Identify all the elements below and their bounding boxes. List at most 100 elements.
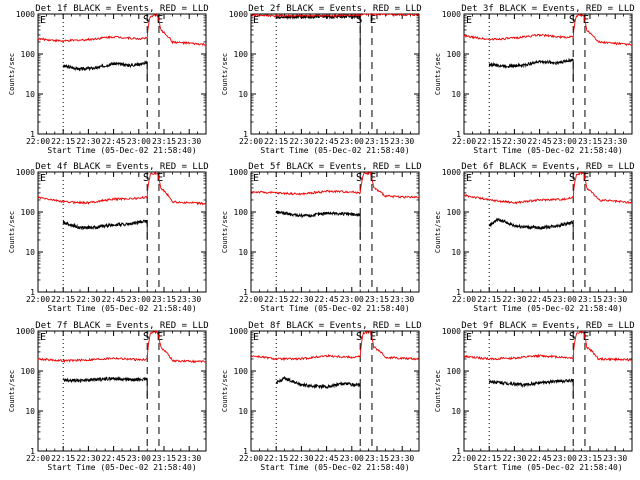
x-tick-label: 22:30 (502, 295, 526, 304)
x-tick-label: 22:00 (452, 454, 476, 463)
x-tick-label: 22:45 (102, 295, 126, 304)
x-tick-label: 22:00 (239, 295, 263, 304)
series-events-line (488, 57, 574, 82)
x-tick-label: 22:15 (51, 295, 75, 304)
panel-det-2: Det 2f BLACK = Events, RED = LLD 1 10 100 10… (221, 4, 422, 155)
x-tick-label: 23:30 (603, 295, 627, 304)
x-tick-label: 23:30 (390, 295, 414, 304)
x-tick-label: 22:00 (452, 137, 476, 146)
y-axis-label: Counts/sec (8, 53, 16, 95)
x-tick-label: 23:30 (177, 295, 201, 304)
x-tick-label: 23:15 (578, 295, 602, 304)
x-tick-label: 23:00 (340, 454, 364, 463)
x-tick-label: 23:30 (390, 454, 414, 463)
panel-title: Det 4f BLACK = Events, RED = LLD (35, 162, 208, 172)
y-tick-label: 1000 (442, 327, 461, 336)
x-axis-label: Start Time (05-Dec-02 21:58:40) (473, 304, 622, 313)
x-tick-label: 23:15 (365, 295, 389, 304)
x-tick-label: 22:45 (102, 137, 126, 146)
y-tick-label: 100 (21, 367, 36, 376)
series-events-line (275, 375, 361, 399)
x-tick-label: 23:15 (578, 137, 602, 146)
x-tick-label: 22:30 (76, 137, 100, 146)
y-tick-label: 1 (456, 130, 461, 139)
x-tick-label: 22:15 (477, 295, 501, 304)
series-lld-line (250, 330, 420, 362)
x-tick-label: 22:15 (51, 454, 75, 463)
x-tick-label: 22:30 (502, 137, 526, 146)
y-axis-label: Counts/sec (8, 370, 16, 412)
x-tick-label: 23:30 (177, 454, 201, 463)
panel-det-3: Det 3f BLACK = Events, RED = LLD 1 10 100 10… (434, 4, 635, 155)
panel-det-4: Det 4f BLACK = Events, RED = LLD 1 10 100 10… (8, 162, 209, 313)
series-events-line (488, 217, 574, 240)
x-tick-label: 22:45 (102, 454, 126, 463)
y-tick-label: 1 (30, 130, 35, 139)
x-tick-label: 22:15 (264, 137, 288, 146)
y-tick-label: 10 (25, 407, 35, 416)
x-tick-label: 22:00 (239, 454, 263, 463)
marker-label-s: S (569, 171, 576, 184)
y-tick-label: 10 (25, 248, 35, 257)
series-lld-line (37, 12, 207, 47)
series-events-line (275, 210, 361, 240)
y-tick-label: 1000 (16, 10, 35, 19)
x-tick-label: 22:15 (477, 137, 501, 146)
marker-label-e2: E (583, 330, 590, 343)
x-tick-label: 22:00 (452, 295, 476, 304)
x-axis-label: Start Time (05-Dec-02 21:58:40) (260, 146, 409, 155)
x-tick-label: 23:15 (152, 454, 176, 463)
x-tick-label: 22:45 (315, 295, 339, 304)
marker-label-s: S (356, 13, 363, 26)
panel-title: Det 2f BLACK = Events, RED = LLD (248, 4, 421, 14)
y-tick-label: 10 (25, 90, 35, 99)
y-axis-label: Counts/sec (221, 370, 229, 412)
panel-title: Det 9f BLACK = Events, RED = LLD (461, 321, 634, 331)
x-tick-label: 23:30 (603, 137, 627, 146)
panel-det-9: Det 9f BLACK = Events, RED = LLD 1 10 100 10… (434, 321, 635, 472)
series-events-line (62, 376, 148, 399)
y-axis-label: Counts/sec (221, 53, 229, 95)
marker-label-s: S (143, 330, 150, 343)
y-tick-label: 10 (238, 90, 248, 99)
y-tick-label: 10 (451, 90, 461, 99)
series-events-line (275, 13, 361, 82)
y-tick-label: 100 (21, 208, 36, 217)
x-tick-label: 23:15 (365, 137, 389, 146)
x-tick-label: 22:15 (264, 454, 288, 463)
marker-label-e2: E (370, 171, 377, 184)
y-tick-label: 100 (234, 208, 249, 217)
series-lld-line (463, 330, 633, 362)
marker-label-s: S (356, 171, 363, 184)
panel-title: Det 6f BLACK = Events, RED = LLD (461, 162, 634, 172)
y-tick-label: 1 (456, 447, 461, 456)
x-tick-label: 22:00 (26, 295, 50, 304)
series-lld-line (250, 171, 420, 199)
marker-label-e: E (40, 173, 46, 184)
y-tick-label: 1000 (16, 168, 35, 177)
x-tick-label: 23:30 (177, 137, 201, 146)
panel-det-5: Det 5f BLACK = Events, RED = LLD 1 10 100 10… (221, 162, 422, 313)
marker-label-s: S (143, 171, 150, 184)
x-tick-label: 22:00 (26, 137, 50, 146)
marker-label-e2: E (370, 13, 377, 26)
marker-label-e2: E (583, 171, 590, 184)
panel-title: Det 3f BLACK = Events, RED = LLD (461, 4, 634, 14)
y-tick-label: 10 (451, 248, 461, 257)
y-tick-label: 100 (234, 367, 249, 376)
x-tick-label: 23:00 (127, 295, 151, 304)
x-tick-label: 22:30 (76, 295, 100, 304)
marker-label-e2: E (157, 171, 164, 184)
panel-det-7: Det 7f BLACK = Events, RED = LLD 1 10 100 10… (8, 321, 209, 472)
x-tick-label: 22:45 (528, 137, 552, 146)
series-lld-line (250, 13, 420, 18)
series-lld-line (37, 171, 207, 206)
marker-label-e2: E (157, 330, 164, 343)
x-tick-label: 23:00 (127, 454, 151, 463)
x-tick-label: 22:45 (315, 137, 339, 146)
marker-label-e: E (40, 332, 46, 343)
y-tick-label: 1000 (442, 10, 461, 19)
x-tick-label: 23:15 (365, 454, 389, 463)
x-axis-label: Start Time (05-Dec-02 21:58:40) (260, 304, 409, 313)
